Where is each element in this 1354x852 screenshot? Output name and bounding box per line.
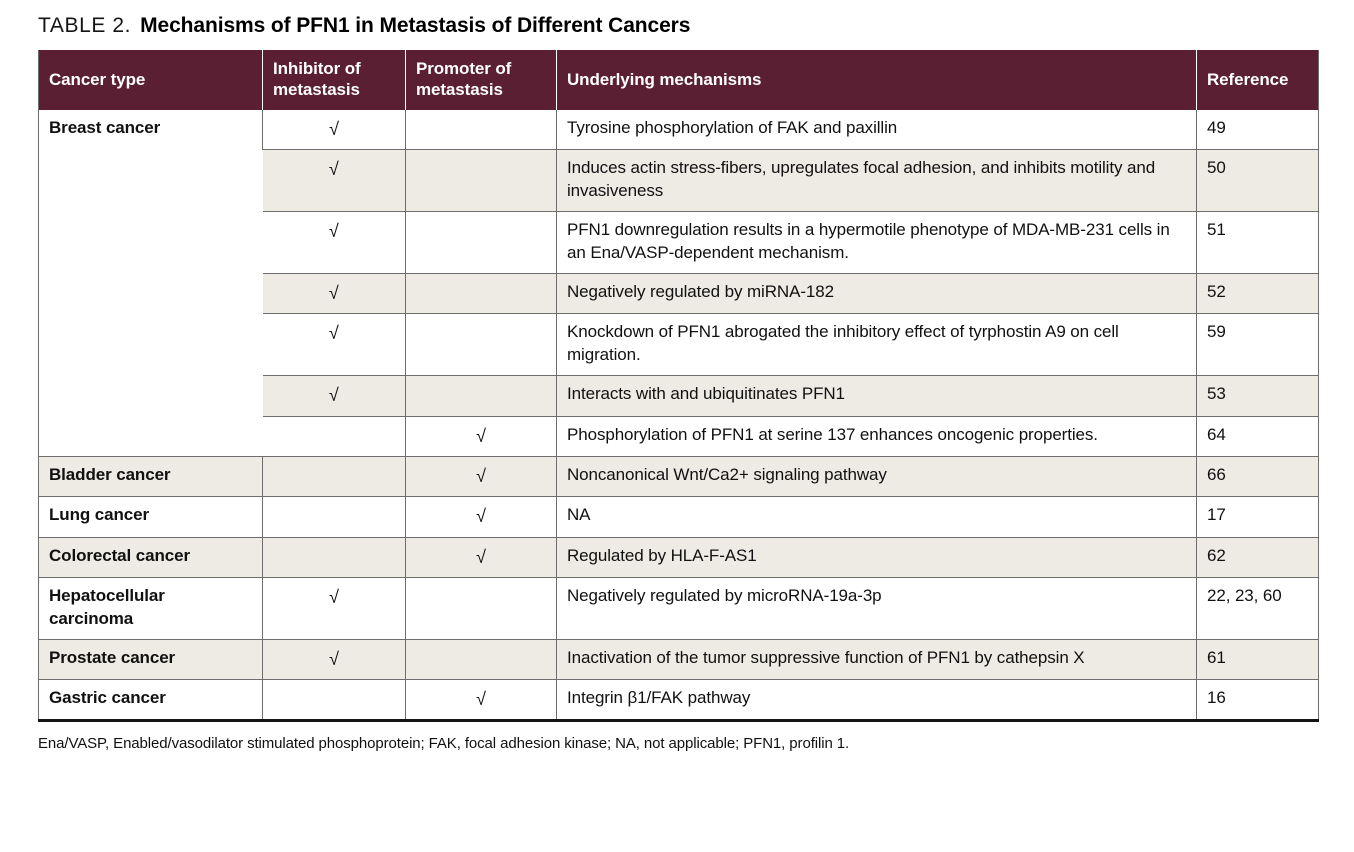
inhibitor-check-cell: √: [262, 211, 406, 274]
column-header-2: Promoter of metastasis: [405, 50, 557, 111]
table-footnote: Ena/VASP, Enabled/vasodilator stimulated…: [38, 735, 850, 753]
check-mark-icon: √: [328, 323, 339, 344]
cancer-type-cell: Lung cancer: [38, 496, 263, 538]
check-mark-icon: √: [329, 648, 339, 669]
reference-cell: 53: [1196, 375, 1319, 417]
table-row: Lung cancer √ NA 17: [38, 496, 1319, 538]
promoter-check-cell: √: [405, 536, 557, 578]
table-caption: TABLE 2. Mechanisms of PFN1 in Metastasis…: [38, 14, 1318, 38]
check-mark-icon: √: [328, 385, 339, 406]
cancer-type-cell: Breast cancer: [38, 110, 263, 457]
reference-cell: 52: [1196, 273, 1319, 314]
check-mark-icon: √: [328, 283, 339, 304]
promoter-check-cell: [405, 211, 557, 274]
promoter-check-cell: √: [405, 496, 557, 538]
promoter-check-cell: √: [405, 455, 557, 497]
mechanism-cell: Regulated by HLA-F-AS1: [556, 536, 1197, 578]
cancer-type-cell: Gastric cancer: [38, 679, 263, 721]
table-row: Gastric cancer √ Integrin β1/FAK pathway 16: [38, 679, 1319, 721]
check-mark-icon: √: [329, 586, 339, 607]
promoter-check-cell: [405, 375, 557, 417]
inhibitor-check-cell: √: [262, 273, 406, 314]
column-header-1: Inhibitor of metastasis: [262, 50, 406, 111]
mechanism-cell: Negatively regulated by microRNA-19a-3p: [556, 576, 1197, 640]
reference-cell: 59: [1196, 313, 1319, 376]
table-row: √ Knockdown of PFN1 abrogated the inhibit…: [39, 313, 1319, 376]
mechanism-cell: PFN1 downregulation results in a hypermo…: [556, 211, 1197, 274]
promoter-check-cell: [405, 110, 557, 150]
inhibitor-check-cell: √: [262, 110, 406, 150]
mechanism-cell: Integrin β1/FAK pathway: [556, 679, 1197, 721]
reference-cell: 22, 23, 60: [1196, 576, 1319, 640]
check-mark-icon: √: [476, 689, 486, 710]
header-row: Cancer type Inhibitor of metastasis Promot…: [38, 50, 1319, 111]
mechanism-cell: Negatively regulated by miRNA-182: [556, 273, 1197, 314]
inhibitor-check-cell: [262, 496, 406, 538]
table-row: √ Induces actin stress-fibers, upregulate…: [39, 149, 1319, 212]
reference-cell: 50: [1196, 149, 1319, 212]
table-row: Colorectal cancer √ Regulated by HLA-F-AS1…: [38, 536, 1319, 578]
promoter-check-cell: √: [405, 415, 557, 457]
check-mark-icon: √: [476, 465, 486, 486]
inhibitor-check-cell: [262, 679, 406, 721]
mechanism-cell: Tyrosine phosphorylation of FAK and paxi…: [556, 110, 1197, 150]
mechanism-cell: Knockdown of PFN1 abrogated the inhibito…: [556, 313, 1197, 376]
mechanism-cell: Induces actin stress-fibers, upregulates…: [556, 149, 1197, 212]
inhibitor-check-cell: √: [262, 375, 406, 417]
column-header-3: Underlying mechanisms: [556, 50, 1197, 111]
inhibitor-check-cell: √: [262, 313, 406, 376]
check-mark-icon: √: [476, 546, 486, 567]
mechanism-cell: Inactivation of the tumor suppressive fu…: [556, 638, 1197, 680]
promoter-check-cell: [405, 149, 557, 212]
inhibitor-check-cell: [262, 536, 406, 578]
cancer-type-cell: Hepatocellular carcinoma: [38, 576, 263, 640]
promoter-check-cell: [405, 313, 557, 376]
reference-cell: 66: [1196, 455, 1319, 497]
promoter-check-cell: [405, 273, 557, 314]
cancer-type-cell: Bladder cancer: [38, 455, 263, 497]
reference-cell: 17: [1196, 496, 1319, 538]
table-row: Prostate cancer √ Inactivation of the tumo…: [38, 638, 1319, 680]
table-row: √ Phosphorylation of PFN1 at serine 137 e…: [39, 415, 1319, 457]
check-mark-icon: √: [476, 506, 486, 527]
check-mark-icon: √: [329, 119, 339, 140]
table-row: √ Interacts with and ubiquitinates PFN1 53: [39, 375, 1319, 417]
inhibitor-check-cell: [262, 415, 406, 457]
reference-cell: 62: [1196, 536, 1319, 578]
cancer-type-cell: Prostate cancer: [38, 638, 263, 680]
promoter-check-cell: √: [405, 679, 557, 721]
table-row: Bladder cancer √ Noncanonical Wnt/Ca2+ sig…: [38, 455, 1319, 497]
mechanism-cell: NA: [556, 496, 1197, 538]
reference-cell: 49: [1196, 110, 1319, 150]
promoter-check-cell: [405, 638, 557, 680]
mechanisms-table: Cancer type Inhibitor of metastasis Promot…: [38, 50, 1319, 723]
cancer-type-cell: Colorectal cancer: [38, 536, 263, 578]
inhibitor-check-cell: [262, 455, 406, 497]
table-row: √ Negatively regulated by miRNA-182 52: [39, 273, 1319, 314]
check-mark-icon: √: [328, 221, 339, 242]
table-title: Mechanisms of PFN1 in Metastasis of Diff…: [140, 14, 691, 37]
inhibitor-check-cell: √: [262, 576, 406, 640]
mechanism-cell: Interacts with and ubiquitinates PFN1: [556, 375, 1197, 417]
promoter-check-cell: [405, 576, 557, 640]
table-row: √ PFN1 downregulation results in a hyperm…: [39, 211, 1319, 274]
mechanism-cell: Phosphorylation of PFN1 at serine 137 en…: [556, 415, 1197, 457]
inhibitor-check-cell: √: [262, 638, 406, 680]
mechanism-cell: Noncanonical Wnt/Ca2+ signaling pathway: [556, 455, 1197, 497]
table-row: Breast cancer √ Tyrosine phosphorylation o…: [38, 110, 1319, 457]
reference-cell: 64: [1196, 415, 1319, 457]
check-mark-icon: √: [476, 425, 486, 446]
reference-cell: 16: [1196, 679, 1319, 721]
table-number-label: TABLE 2.: [38, 14, 132, 37]
check-mark-icon: √: [328, 159, 339, 180]
reference-cell: 61: [1196, 638, 1319, 680]
paper-table-block: TABLE 2. Mechanisms of PFN1 in Metastasis…: [38, 14, 1319, 767]
reference-cell: 51: [1196, 211, 1319, 274]
column-header-0: Cancer type: [38, 50, 263, 111]
inhibitor-check-cell: √: [262, 149, 406, 212]
column-header-4: Reference: [1196, 50, 1319, 111]
table-row: Hepatocellular carcinoma √ Negatively regu…: [38, 576, 1319, 640]
